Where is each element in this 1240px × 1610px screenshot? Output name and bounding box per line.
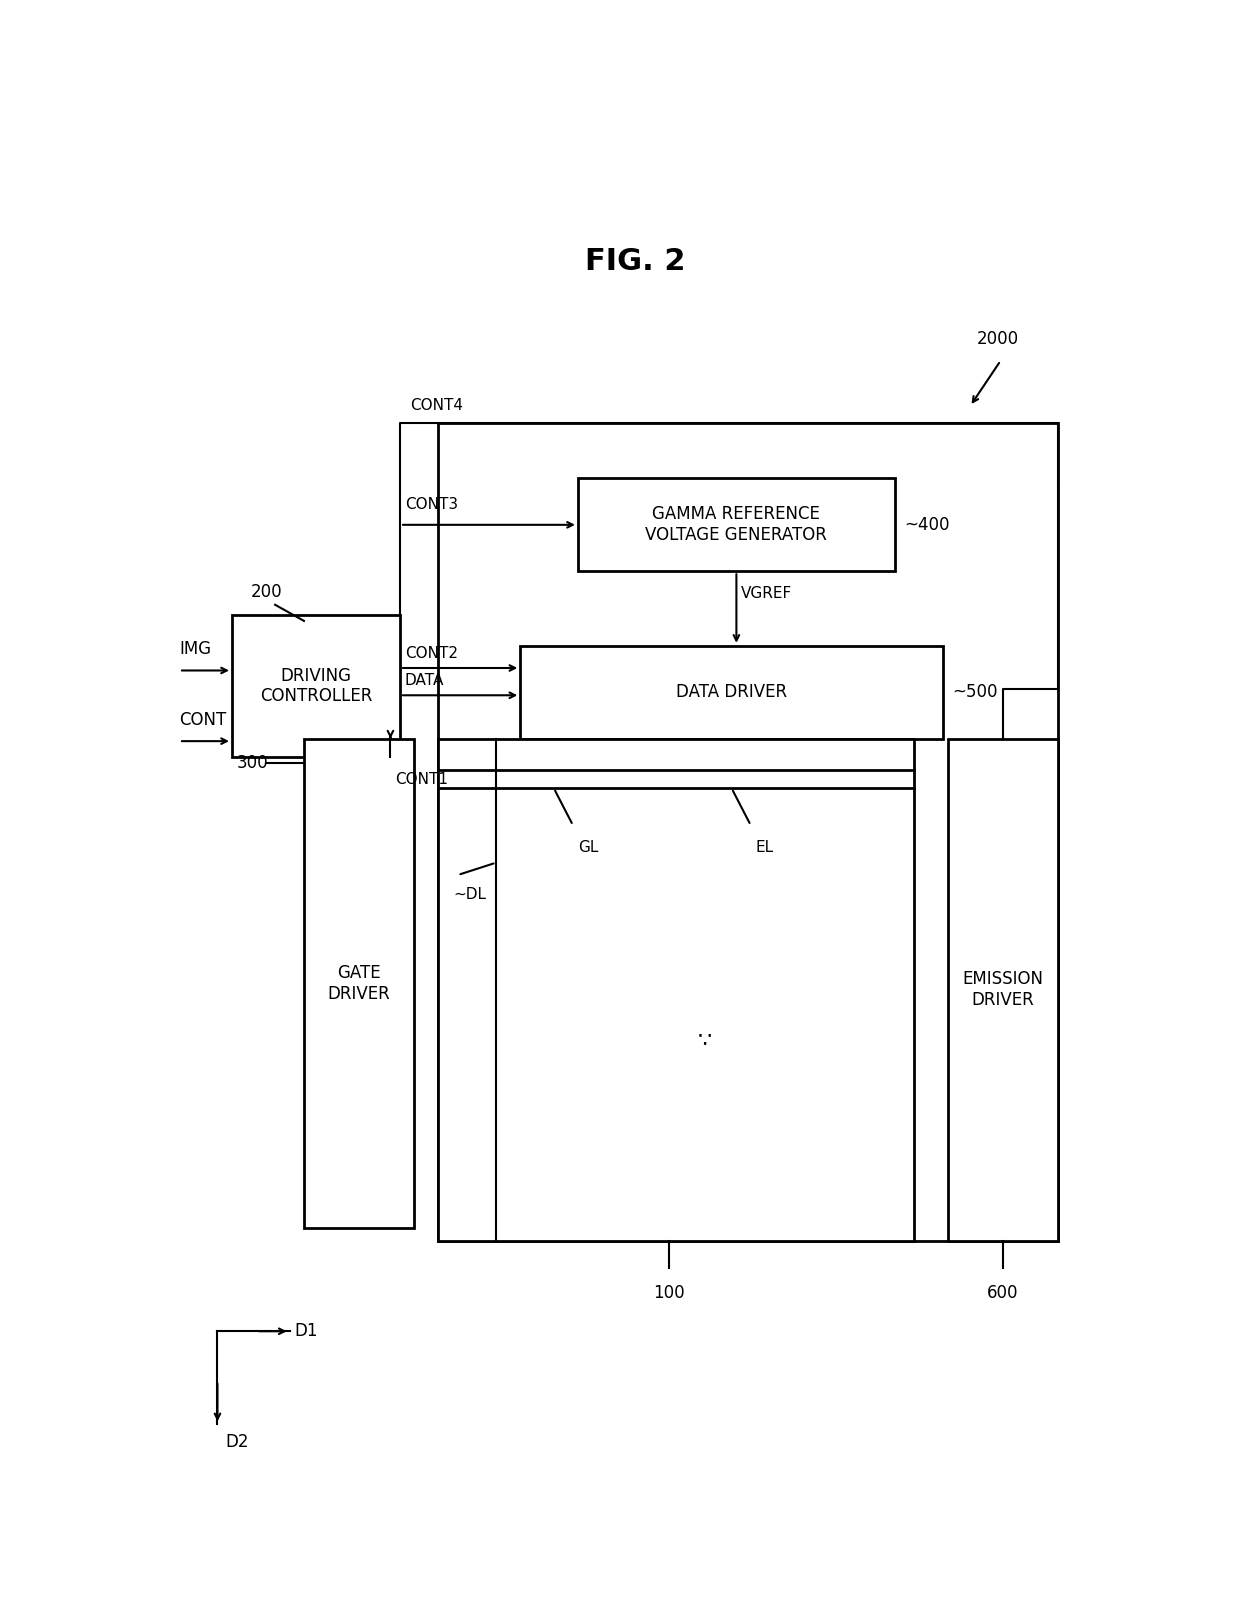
Text: GATE
DRIVER: GATE DRIVER (327, 964, 391, 1003)
Text: VGREF: VGREF (742, 586, 792, 601)
Text: GL: GL (578, 840, 598, 855)
Text: CONT3: CONT3 (404, 497, 458, 512)
Bar (521, 646, 944, 739)
Text: 2000: 2000 (977, 330, 1019, 348)
Text: ~400: ~400 (905, 515, 950, 535)
Text: IMG: IMG (179, 641, 211, 658)
Bar (304, 739, 414, 1228)
Text: CONT1: CONT1 (396, 773, 448, 787)
Text: ~DL: ~DL (453, 887, 486, 903)
Bar (439, 422, 1059, 1241)
Text: DATA DRIVER: DATA DRIVER (676, 683, 787, 702)
Text: ~500: ~500 (952, 683, 998, 702)
Bar (578, 478, 895, 572)
Text: DATA: DATA (404, 673, 444, 687)
Text: D1: D1 (294, 1322, 317, 1340)
Text: 300: 300 (237, 755, 268, 773)
Text: FIG. 2: FIG. 2 (585, 246, 686, 275)
Bar (439, 739, 914, 1241)
Text: 100: 100 (653, 1285, 684, 1302)
Text: ∵: ∵ (698, 1030, 712, 1050)
Text: EL: EL (755, 840, 774, 855)
Text: D2: D2 (226, 1433, 249, 1451)
Text: CONT2: CONT2 (404, 646, 458, 660)
Text: CONT: CONT (179, 710, 226, 729)
Text: GAMMA REFERENCE
VOLTAGE GENERATOR: GAMMA REFERENCE VOLTAGE GENERATOR (646, 506, 827, 544)
Text: CONT4: CONT4 (409, 398, 463, 412)
Text: 600: 600 (987, 1285, 1019, 1302)
Text: EMISSION
DRIVER: EMISSION DRIVER (962, 971, 1044, 1009)
Bar (947, 739, 1058, 1241)
Text: DRIVING
CONTROLLER: DRIVING CONTROLLER (259, 667, 372, 705)
Text: 200: 200 (250, 583, 283, 602)
Bar (232, 615, 401, 757)
